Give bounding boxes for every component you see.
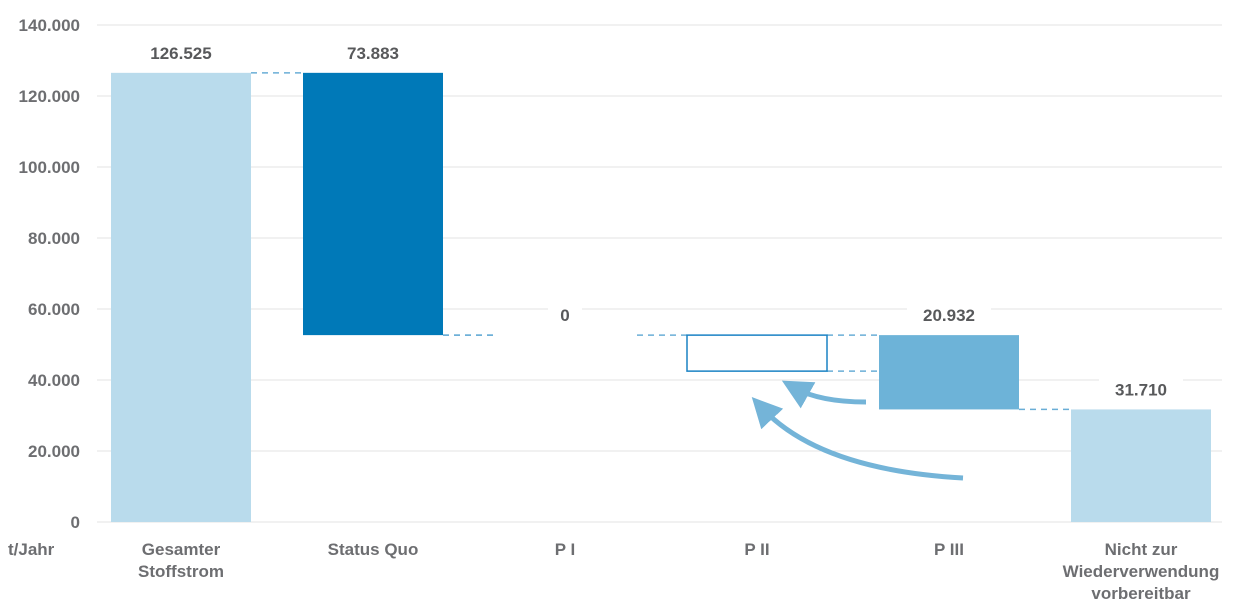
y-tick-label: 80.000 — [28, 229, 80, 248]
x-axis: Gesamter Stoffstrom Status Quo P I P II P III… — [138, 540, 1219, 603]
gridlines — [97, 24, 1222, 523]
bar — [686, 334, 828, 372]
category-label: P II — [744, 540, 769, 559]
y-tick-label: 20.000 — [28, 442, 80, 461]
arrows — [751, 380, 964, 481]
arrow-icon — [781, 380, 867, 409]
data-label: 73.883 — [347, 44, 399, 63]
category-label: P I — [555, 540, 575, 559]
data-label-background — [907, 301, 991, 330]
y-tick-label: 60.000 — [28, 300, 80, 319]
bars — [111, 72, 1211, 523]
category-label: Gesamter — [142, 540, 221, 559]
y-tick-label: 0 — [71, 513, 80, 532]
y-axis-unit-label: t/Jahr — [8, 540, 55, 559]
data-label-background — [134, 38, 228, 67]
arrow-icon — [751, 397, 964, 481]
data-label-background — [331, 38, 415, 67]
data-label-background — [548, 301, 582, 330]
category-label: Nicht zur — [1105, 540, 1178, 559]
data-label: 126.525 — [150, 44, 211, 63]
bar — [303, 72, 443, 336]
data-label: 0 — [560, 306, 569, 325]
bar — [1071, 409, 1211, 522]
data-label-background — [1099, 375, 1183, 404]
y-tick-label: 100.000 — [19, 158, 80, 177]
connector-lines — [251, 72, 1071, 411]
y-tick-label: 40.000 — [28, 371, 80, 390]
category-label: vorbereitbar — [1091, 584, 1191, 603]
bar — [111, 72, 251, 523]
category-label: Wiederverwendung — [1063, 562, 1220, 581]
y-tick-label: 140.000 — [19, 16, 80, 35]
category-label: Stoffstrom — [138, 562, 224, 581]
data-labels: 126.525 73.883 0 20.932 31.710 — [134, 38, 1183, 404]
y-axis: 0 20.000 40.000 60.000 80.000 100.000 120.000 1… — [19, 16, 80, 532]
data-label: 20.932 — [923, 306, 975, 325]
bar — [879, 335, 1019, 410]
data-label: 31.710 — [1115, 380, 1167, 399]
category-label: P III — [934, 540, 964, 559]
category-label: Status Quo — [328, 540, 419, 559]
y-tick-label: 120.000 — [19, 87, 80, 106]
